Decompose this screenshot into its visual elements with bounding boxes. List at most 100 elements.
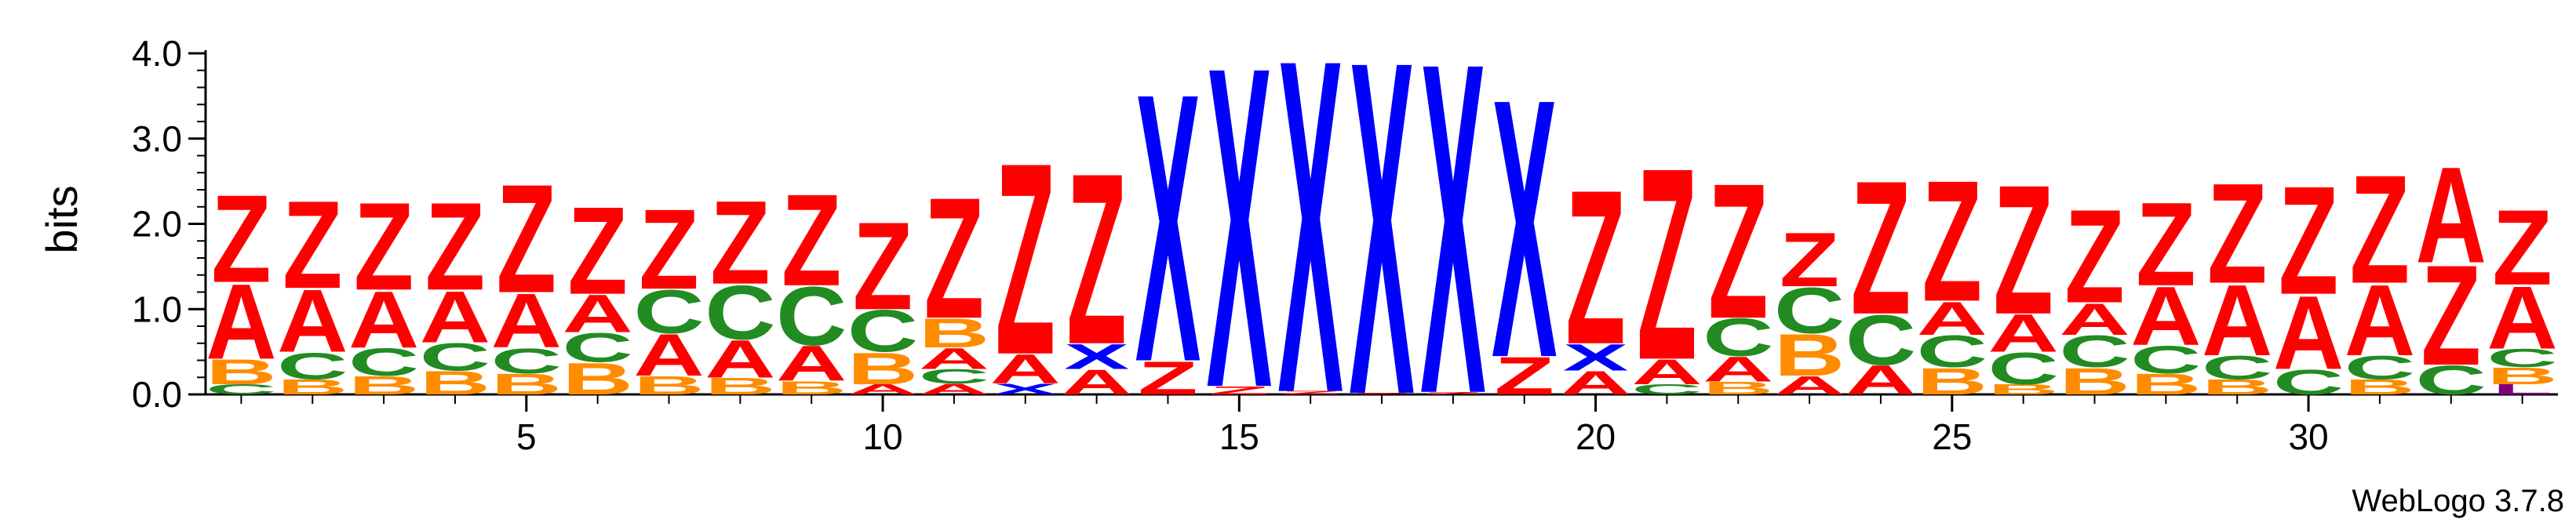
logo-letter: A <box>1774 371 1845 400</box>
logo-letter: B <box>491 367 562 401</box>
logo-letter: A <box>206 261 276 381</box>
y-axis-title: bits <box>37 185 86 253</box>
logo-letter: C <box>420 336 490 380</box>
logo-letter: Z <box>1494 347 1554 406</box>
y-tick-label: 1.0 <box>132 289 182 329</box>
logo-letter: C <box>633 278 704 347</box>
logo-letter: C <box>1988 343 2058 394</box>
logo-letter: Z <box>1066 123 1126 396</box>
logo-letter: Z <box>567 181 627 321</box>
logo-letter: A <box>919 380 989 398</box>
logo-letter: B <box>420 364 490 401</box>
logo-letter: A <box>2345 263 2415 376</box>
logo-letter: B <box>705 373 775 400</box>
logo-letter: A <box>348 274 419 365</box>
logo-letter: X <box>1349 0 1415 494</box>
logo-letter: A <box>776 336 847 391</box>
logo-letter: A <box>1703 350 1773 390</box>
logo-letter: A <box>420 276 490 358</box>
logo-letter: A <box>491 278 562 364</box>
logo-letter: X <box>1207 0 1273 484</box>
weblogo-credit: WebLogo 3.7.8 <box>2352 484 2564 518</box>
logo-letter: Z <box>1708 143 1768 359</box>
logo-letter: A <box>2202 263 2272 376</box>
logo-letter: A <box>2416 139 2487 292</box>
logo-letter: C <box>206 381 276 397</box>
logo-letter: C <box>562 325 632 371</box>
y-tick-label: 4.0 <box>132 33 182 74</box>
logo-column: ACZ <box>1845 141 1916 404</box>
x-tick-label: 20 <box>1576 416 1616 457</box>
logo-letter: A <box>2487 268 2557 368</box>
logo-letter: C <box>277 345 348 387</box>
y-axis: 0.0 1.0 2.0 3.0 4.0 <box>132 33 207 415</box>
logo-stacks: CBAZBCAZBCAZBCAZBCAZBCAZBACZBACZBACZABCZ… <box>206 0 2557 494</box>
logo-letter: A <box>1845 357 1916 403</box>
logo-letter: C <box>2059 326 2130 377</box>
logo-letter: C <box>705 269 775 355</box>
logo-letter: C <box>2130 338 2201 382</box>
logo-letter: L <box>2492 381 2552 397</box>
logo-letter: Z <box>2350 143 2410 317</box>
x-tick-label: 10 <box>862 416 902 457</box>
logo-letter: C <box>348 340 419 384</box>
logo-letter: B <box>633 371 704 400</box>
logo-column: ZX <box>1207 0 1273 484</box>
logo-letter: C <box>2416 357 2487 403</box>
logo-letter: A <box>705 329 775 389</box>
logo-column: ZX <box>1277 0 1343 492</box>
logo-letter: A <box>277 272 348 372</box>
logo-letter: X <box>1135 13 1201 442</box>
logo-column: ZX <box>1135 13 1201 442</box>
x-tick-label: 5 <box>516 416 537 457</box>
logo-letter: A <box>1917 292 1988 345</box>
logo-column: ZX <box>1349 0 1415 494</box>
logo-letter: Z <box>425 177 485 317</box>
logo-letter: A <box>2130 270 2201 363</box>
logo-letter: C <box>1631 381 1702 397</box>
logo-letter: B <box>1917 360 1988 402</box>
logo-letter: Z <box>1780 216 1839 303</box>
logo-letter: C <box>1845 300 1916 380</box>
logo-letter: B <box>1774 321 1845 388</box>
y-tick-label: 0.0 <box>132 374 182 415</box>
logo-letter: Z <box>211 169 271 309</box>
logo-letter: Z <box>354 177 414 317</box>
logo-letter: A <box>2273 275 2344 392</box>
logo-letter: Z <box>1209 383 1269 397</box>
logo-letter: B <box>919 311 989 357</box>
logo-column: AXZ <box>1560 145 1630 402</box>
y-tick-label: 2.0 <box>132 204 182 245</box>
logo-letter: B <box>277 376 348 399</box>
logo-letter: Z <box>2064 182 2124 331</box>
logo-letter: B <box>847 343 918 394</box>
logo-letter: C <box>1703 308 1773 368</box>
logo-letter: X <box>1064 336 1129 376</box>
logo-letter: Z <box>924 162 984 354</box>
y-tick-label: 3.0 <box>132 118 182 159</box>
logo-column: AXZ <box>1061 123 1131 402</box>
logo-letter: C <box>2345 349 2415 387</box>
logo-letter: Z <box>782 167 841 314</box>
logo-letter: Z <box>2279 154 2338 328</box>
logo-letter: A <box>919 342 989 376</box>
logo-column: CZA <box>2416 139 2487 404</box>
logo-letter: Z <box>2136 178 2195 311</box>
logo-letter: C <box>2273 362 2344 402</box>
logo-letter: B <box>2130 367 2201 401</box>
